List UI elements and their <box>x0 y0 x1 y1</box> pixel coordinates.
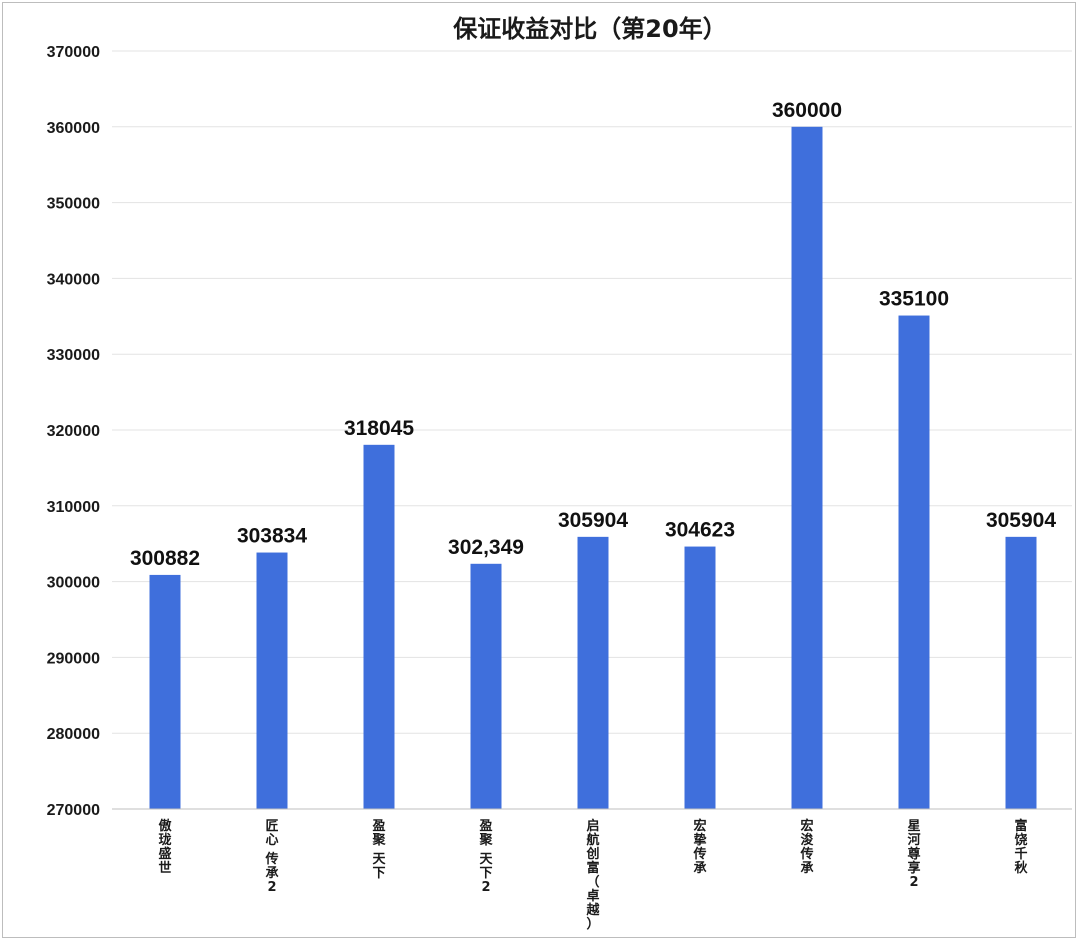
data-label: 302,349 <box>448 536 524 559</box>
x-tick-label: 盈聚 天下 2 <box>478 819 493 895</box>
y-tick-label: 300000 <box>47 575 100 592</box>
x-tick-label: 宏浚传承 <box>799 818 813 876</box>
x-axis-ticks: 傲珑盛世 匠心 传承 2 盈聚 天下 盈聚 天下 2 启航创富（卓越） 宏挚传承 宏浚传承 星河尊… <box>158 818 1028 932</box>
data-labels: 300882 303834 318045 302,349 305904 304623 360… <box>130 99 1056 570</box>
y-tick-label: 310000 <box>47 499 100 516</box>
bar <box>898 315 930 809</box>
x-tick-label: 盈聚 天下 <box>371 819 386 881</box>
data-label: 300882 <box>130 547 200 570</box>
bar <box>684 546 716 809</box>
y-tick-label: 340000 <box>47 271 100 288</box>
bar <box>791 126 823 810</box>
y-axis-ticks: 270000 280000 290000 300000 310000 320000 3300… <box>47 44 100 819</box>
y-tick-label: 350000 <box>47 196 100 213</box>
data-label: 318045 <box>344 417 414 440</box>
bar <box>1005 536 1037 809</box>
y-tick-label: 320000 <box>47 423 100 440</box>
bar <box>363 444 395 809</box>
bar <box>256 552 288 809</box>
data-label: 305904 <box>986 509 1056 532</box>
bar <box>470 563 502 809</box>
y-tick-label: 270000 <box>47 802 100 819</box>
y-tick-label: 280000 <box>47 726 100 743</box>
data-label: 304623 <box>665 519 735 542</box>
x-tick-label: 傲珑盛世 <box>158 818 172 876</box>
y-tick-label: 330000 <box>47 347 100 364</box>
y-tick-label: 290000 <box>47 650 100 667</box>
bars <box>149 126 1037 810</box>
y-tick-label: 370000 <box>47 44 100 61</box>
data-label: 335100 <box>879 288 949 311</box>
x-tick-label: 匠心 传承 2 <box>264 819 278 895</box>
x-tick-label: 富饶千秋 <box>1014 818 1028 876</box>
bar <box>149 574 181 809</box>
y-tick-label: 360000 <box>47 120 100 137</box>
x-tick-label: 宏挚传承 <box>692 818 706 876</box>
data-label: 303834 <box>237 525 307 548</box>
bar <box>577 536 609 809</box>
chart-title: 保证收益对比（第20年） <box>452 15 726 43</box>
x-tick-label: 启航创富（卓越） <box>585 818 600 932</box>
data-label: 305904 <box>558 509 628 532</box>
data-label: 360000 <box>772 99 842 122</box>
x-tick-label: 星河尊享 2 <box>907 819 920 890</box>
